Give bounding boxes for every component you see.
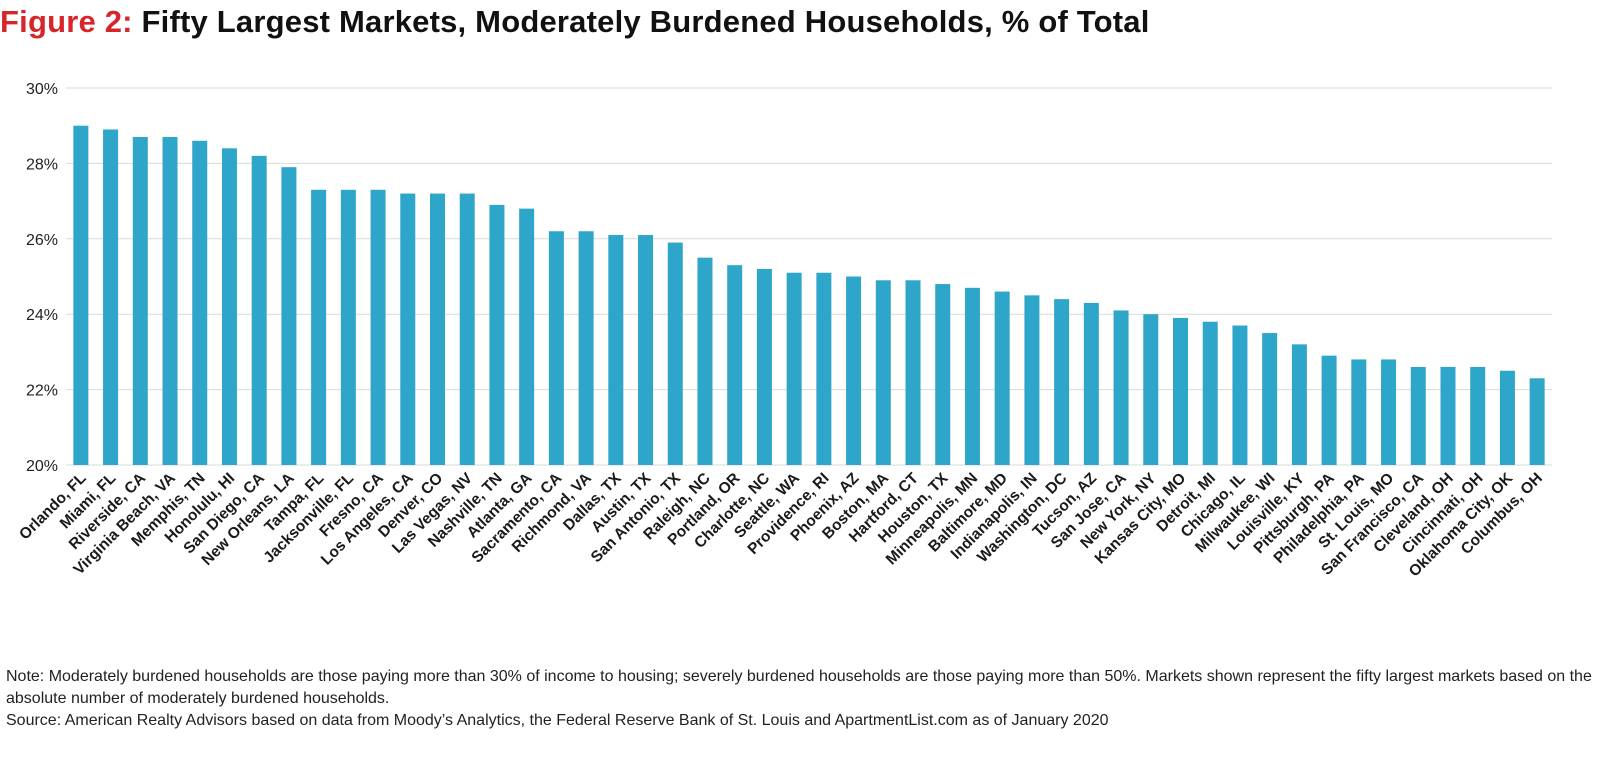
- bar: [638, 235, 654, 465]
- bar: [905, 280, 921, 465]
- y-tick-label: 28%: [26, 156, 58, 173]
- bar: [578, 231, 594, 465]
- y-tick-label: 20%: [26, 458, 58, 475]
- y-tick-label: 22%: [26, 383, 58, 400]
- bar: [221, 148, 237, 465]
- note-text: Note: Moderately burdened households are…: [6, 668, 1592, 707]
- bar: [1410, 366, 1426, 465]
- bar: [1173, 317, 1188, 465]
- y-axis-ticks: 20% 22% 24% 26% 28% 30%: [26, 81, 58, 475]
- bars: [73, 125, 1545, 466]
- bar: [667, 242, 683, 465]
- bar: [1262, 333, 1278, 465]
- bar: [875, 280, 891, 465]
- footnotes: Note: Moderately burdened households are…: [6, 666, 1596, 732]
- bar: [132, 137, 148, 465]
- bar: [519, 208, 535, 465]
- figure-title-text: Fifty Largest Markets, Moderately Burden…: [141, 4, 1150, 39]
- bar: [697, 257, 713, 465]
- bar: [162, 137, 178, 465]
- bar: [548, 231, 564, 465]
- bar: [400, 193, 416, 465]
- bar: [103, 129, 119, 465]
- y-tick-label: 26%: [26, 232, 58, 249]
- bar: [1499, 370, 1515, 465]
- bar: [846, 276, 862, 465]
- bar: [1083, 302, 1099, 465]
- figure-label: Figure 2:: [0, 4, 133, 39]
- bar: [1113, 310, 1129, 465]
- bar: [1440, 366, 1456, 465]
- bar: [935, 284, 951, 465]
- bar: [608, 235, 624, 465]
- bar: [370, 189, 386, 466]
- bar: [786, 272, 802, 465]
- bar: [489, 204, 505, 465]
- bar: [964, 287, 980, 465]
- bar: [1291, 344, 1307, 465]
- bar: [756, 268, 772, 465]
- bar: [1529, 378, 1545, 465]
- bar: [1143, 314, 1159, 465]
- y-tick-label: 24%: [26, 307, 58, 324]
- bar: [1351, 359, 1367, 465]
- bar: [430, 193, 445, 465]
- chart-title: Figure 2: Fifty Largest Markets, Moderat…: [0, 4, 1150, 40]
- y-tick-label: 30%: [26, 81, 58, 98]
- bar: [727, 265, 743, 465]
- bar: [816, 272, 832, 465]
- bar: [994, 291, 1010, 465]
- bar: [1232, 325, 1248, 465]
- bar: [73, 125, 89, 465]
- bar: [1024, 295, 1040, 465]
- bar: [1321, 355, 1337, 465]
- bar: [281, 167, 297, 466]
- bar: [251, 155, 267, 466]
- bar: [1202, 321, 1218, 465]
- bar: [311, 189, 327, 466]
- source-text: Source: American Realty Advisors based o…: [6, 712, 1109, 729]
- bar: [459, 193, 475, 465]
- bar: [192, 140, 208, 465]
- bar: [1054, 299, 1070, 465]
- bar: [340, 189, 356, 466]
- bar: [1381, 359, 1397, 465]
- bar: [1470, 366, 1486, 465]
